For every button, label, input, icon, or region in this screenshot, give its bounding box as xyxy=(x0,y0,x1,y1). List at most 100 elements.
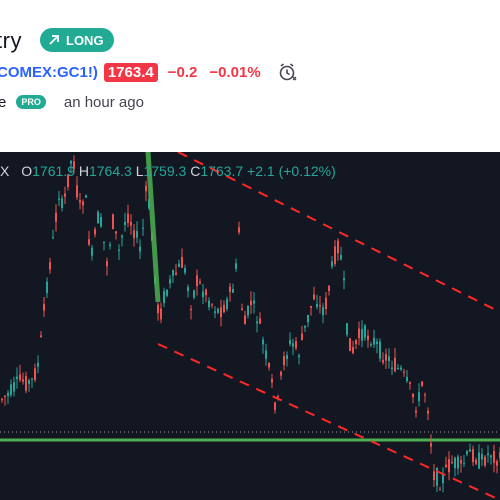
candle-body xyxy=(88,239,90,245)
candle-body xyxy=(349,338,351,351)
candle-body xyxy=(394,357,396,372)
candle-body xyxy=(316,304,318,308)
candle-body xyxy=(439,489,441,491)
candle-body xyxy=(28,380,30,385)
candle-body xyxy=(268,363,270,368)
candle-body xyxy=(376,341,378,344)
candle-body xyxy=(427,410,429,414)
candle-body xyxy=(475,459,477,464)
candle-body xyxy=(244,315,246,325)
arrow-up-right-icon xyxy=(49,35,59,45)
candle-body xyxy=(232,289,234,293)
candle-body xyxy=(421,381,423,386)
candle-body xyxy=(397,367,399,369)
candle-body xyxy=(307,315,309,323)
candle-body xyxy=(241,308,243,310)
candle-body xyxy=(466,451,468,455)
idea-title: try xyxy=(0,28,22,53)
candle-body xyxy=(130,221,132,226)
candle-body xyxy=(91,247,93,256)
candle-body xyxy=(451,461,453,464)
close-legend-button[interactable]: X xyxy=(0,163,10,179)
candle-body xyxy=(229,286,231,292)
candle-body xyxy=(106,261,108,267)
candle-body xyxy=(403,371,405,373)
candle-body xyxy=(10,384,12,395)
candle-body xyxy=(67,174,69,187)
candle-body xyxy=(40,335,42,338)
candle-body xyxy=(298,355,300,358)
candle-body xyxy=(223,304,225,313)
candle-body xyxy=(124,221,126,225)
candle-body xyxy=(16,376,18,379)
lower-trendline xyxy=(157,343,500,500)
candle-body xyxy=(25,376,27,391)
close-key: C xyxy=(190,163,201,179)
candle-body xyxy=(370,344,372,346)
candle-body xyxy=(478,452,480,469)
candle-body xyxy=(334,246,336,264)
ohlc-change: +2.1 xyxy=(247,163,275,179)
candle-body xyxy=(412,393,414,398)
candle-body xyxy=(445,464,447,467)
candle-body xyxy=(58,198,60,200)
candle-body xyxy=(280,371,282,376)
candle-body xyxy=(373,337,375,345)
candle-body xyxy=(76,185,78,198)
candle-body xyxy=(301,333,303,340)
candle-body xyxy=(271,379,273,383)
candle-body xyxy=(361,328,363,341)
candle-body xyxy=(7,392,9,397)
symbol-link[interactable]: COMEX:GC1!) xyxy=(0,63,98,81)
candle-body xyxy=(136,231,138,238)
candle-body xyxy=(217,308,219,313)
price-change: −0.2 xyxy=(167,63,198,81)
candle-body xyxy=(292,343,294,347)
candle-body xyxy=(214,311,216,313)
candle-body xyxy=(178,263,180,267)
price-change-percent: −0.01% xyxy=(209,63,261,81)
candle-body xyxy=(121,235,123,238)
candle-body xyxy=(190,308,192,311)
candle-body xyxy=(496,461,498,466)
candle-body xyxy=(283,356,285,366)
candle-body xyxy=(103,241,105,243)
candle-body xyxy=(463,462,465,464)
candle-body xyxy=(187,286,189,292)
chart-canvas[interactable] xyxy=(0,152,500,500)
candle-body xyxy=(184,268,186,273)
candle-body xyxy=(385,354,387,361)
candle-body xyxy=(112,214,114,229)
candle-body xyxy=(493,450,495,463)
candle-body xyxy=(193,290,195,298)
candle-body xyxy=(94,229,96,235)
ohlc-change-percent: (+0.12%) xyxy=(278,163,336,179)
author-name[interactable]: e xyxy=(0,93,7,111)
idea-header: try LONG COMEX:GC1!) 1763.4 −0.2 −0.01% … xyxy=(0,0,500,152)
price-chart[interactable] xyxy=(0,152,500,500)
candle-body xyxy=(205,289,207,296)
candle-body xyxy=(433,471,435,480)
candle-body xyxy=(337,240,339,254)
candle-body xyxy=(490,455,492,458)
alarm-clock-icon[interactable] xyxy=(277,61,299,83)
candle-body xyxy=(295,341,297,349)
symbol-row: COMEX:GC1!) 1763.4 −0.2 −0.01% xyxy=(0,61,299,83)
candle-body xyxy=(448,459,450,473)
candle-body xyxy=(46,281,48,294)
candle-body xyxy=(118,249,120,251)
price-badge: 1763.4 xyxy=(103,62,158,82)
candle-body xyxy=(400,367,402,370)
candle-body xyxy=(238,227,240,233)
candle-body xyxy=(259,318,261,324)
candle-body xyxy=(79,200,81,203)
candle-body xyxy=(142,227,144,229)
candle-body xyxy=(415,410,417,413)
candle-body xyxy=(181,256,183,268)
candle-body xyxy=(70,160,72,164)
candle-body xyxy=(406,376,408,382)
long-badge[interactable]: LONG xyxy=(40,28,114,52)
candle-body xyxy=(31,378,33,380)
candle-body xyxy=(286,355,288,360)
candle-body xyxy=(208,300,210,307)
